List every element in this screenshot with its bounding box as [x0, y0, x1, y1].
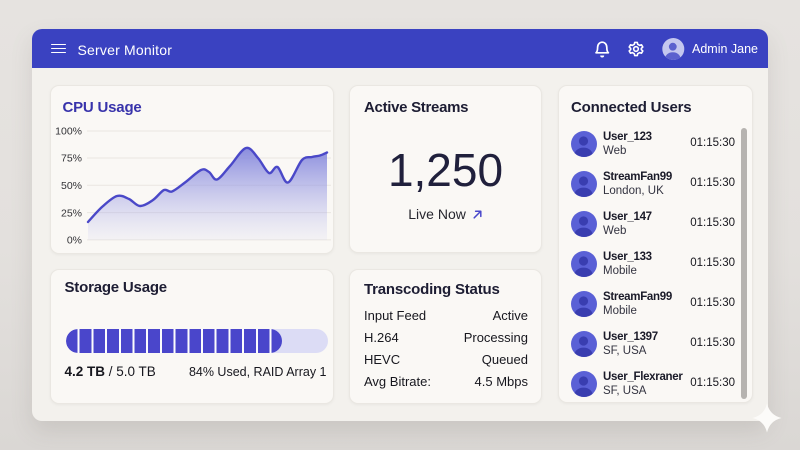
svg-text:0%: 0%: [67, 235, 82, 245]
svg-text:100%: 100%: [55, 126, 82, 138]
svg-text:75%: 75%: [61, 153, 82, 165]
svg-text:25%: 25%: [61, 207, 82, 219]
svg-text:50%: 50%: [61, 180, 82, 192]
